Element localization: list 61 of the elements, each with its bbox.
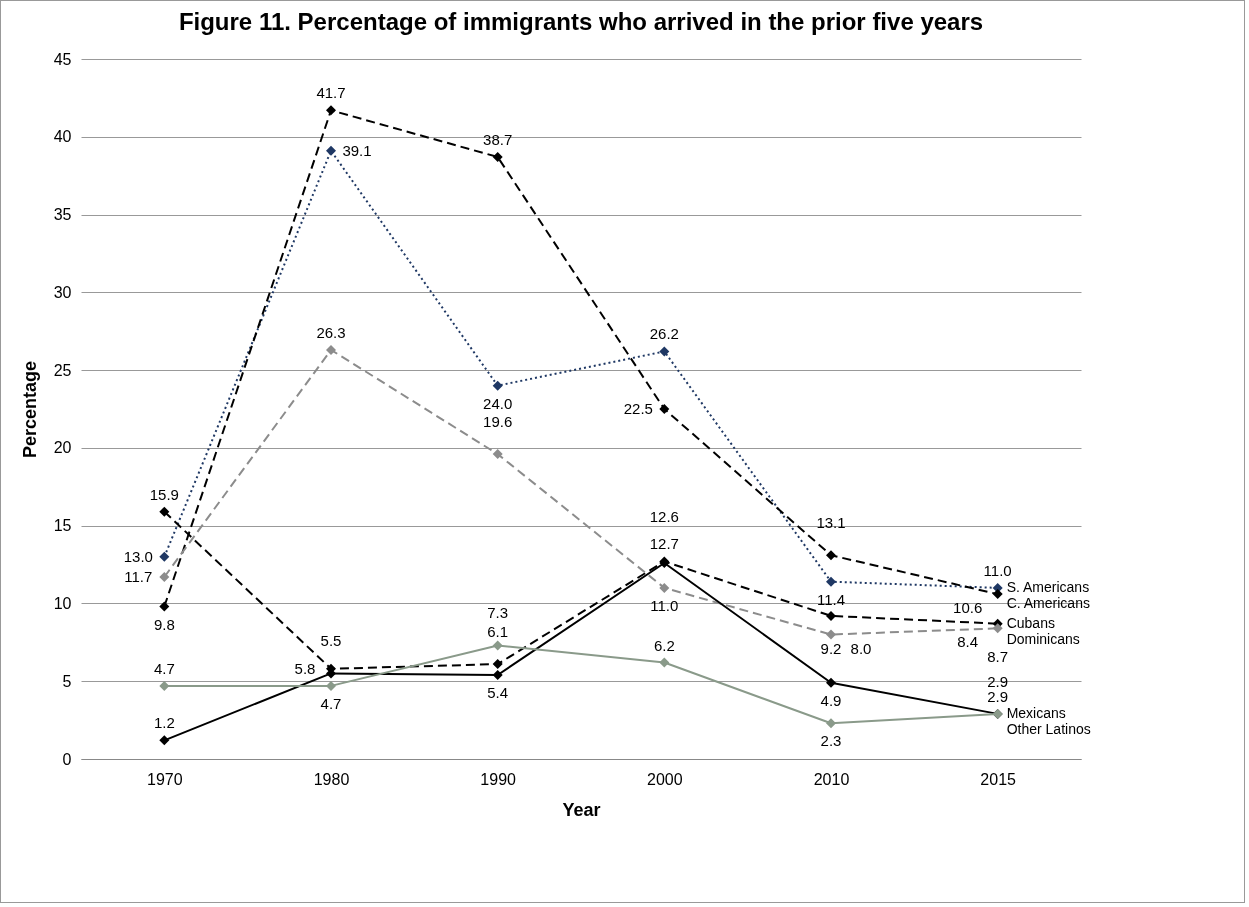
data-label: 8.0 [850, 639, 872, 657]
series-label: Mexicans [1006, 704, 1066, 721]
y-tick-label: 0 [62, 750, 72, 768]
y-tick-label: 5 [62, 672, 72, 690]
chart-title: Figure 11. Percentage of immigrants who arrived in the prior five years [178, 8, 984, 35]
data-label: 13.0 [123, 547, 153, 565]
data-label: 2.9 [987, 672, 1009, 690]
data-label: 2.9 [987, 687, 1009, 705]
y-tick-label: 35 [53, 206, 72, 224]
series-label: Other Latinos [1006, 720, 1091, 737]
data-label: 12.7 [649, 535, 679, 553]
x-tick-label: 2000 [647, 770, 683, 788]
x-tick-label: 2010 [813, 770, 850, 788]
data-label: 1.2 [153, 714, 175, 732]
data-label: 6.1 [487, 623, 509, 641]
data-label: 12.6 [649, 508, 679, 525]
data-label: 5.5 [320, 632, 342, 650]
data-label: 39.1 [342, 141, 372, 159]
data-label: 22.5 [623, 400, 653, 417]
data-label: 19.6 [483, 413, 513, 431]
y-tick-label: 20 [53, 439, 72, 457]
x-tick-label: 1990 [480, 770, 517, 788]
data-label: 11.4 [816, 590, 846, 608]
series-label: Cubans [1006, 614, 1055, 631]
data-label: 11.0 [983, 561, 1012, 579]
y-tick-label: 25 [53, 361, 72, 379]
series-label: C. Americans [1006, 594, 1090, 611]
y-tick-label: 40 [53, 128, 72, 146]
y-axis-title: Percentage [19, 360, 40, 459]
y-tick-label: 45 [53, 50, 72, 68]
data-label: 9.2 [820, 639, 842, 657]
series-label: Dominicans [1006, 630, 1080, 647]
data-label: 6.2 [653, 636, 675, 654]
data-label: 5.8 [294, 659, 316, 677]
data-label: 11.7 [124, 568, 153, 585]
data-label: 24.0 [483, 394, 513, 412]
data-label: 13.1 [816, 514, 846, 532]
data-label: 2.3 [820, 732, 842, 750]
data-label: 15.9 [149, 485, 179, 503]
x-tick-label: 2015 [980, 770, 1017, 788]
data-label: 26.3 [316, 323, 346, 341]
y-tick-label: 15 [53, 517, 72, 535]
x-tick-label: 1980 [313, 770, 350, 788]
data-label: 10.6 [953, 599, 983, 617]
data-label: 8.4 [957, 633, 979, 651]
x-axis-title: Year [562, 799, 601, 820]
data-label: 11.0 [650, 596, 679, 614]
data-label: 8.7 [987, 647, 1009, 665]
x-tick-label: 1970 [147, 770, 183, 788]
data-label: 7.3 [487, 604, 509, 622]
data-label: 4.7 [320, 694, 342, 712]
data-label: 5.4 [487, 684, 509, 701]
y-tick-label: 10 [53, 594, 72, 612]
data-label: 41.7 [316, 84, 346, 102]
series-label: S. Americans [1006, 578, 1090, 595]
y-tick-label: 30 [53, 283, 72, 301]
data-label: 4.9 [820, 691, 842, 709]
data-label: 9.8 [153, 615, 175, 633]
data-label: 4.7 [153, 659, 175, 677]
data-label: 38.7 [483, 131, 513, 148]
data-label: 26.2 [649, 325, 679, 343]
